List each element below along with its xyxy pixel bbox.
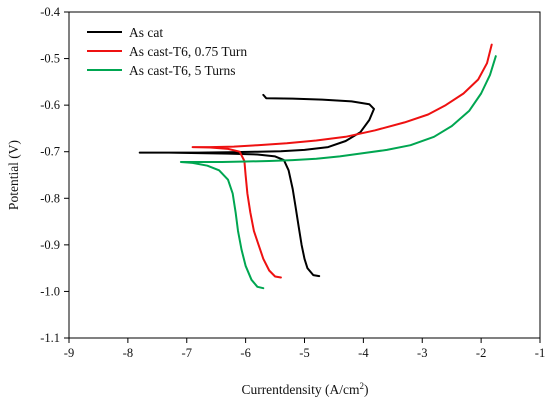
x-tick-label: -8 — [123, 346, 133, 360]
plot-border — [68, 11, 541, 339]
y-tick-label: -0.8 — [40, 191, 60, 205]
y-axis-title: Potential (V) — [6, 140, 21, 210]
legend-label-1: As cat — [129, 25, 163, 40]
axes: -9 -8 -7 -6 -5 -4 -3 -2 -1 -0.4 -0.5 -0.6 -0.7 -0.8 -0… — [40, 5, 545, 360]
y-tick-label: -0.5 — [40, 52, 60, 66]
legend-label-3: As cast-T6, 5 Turns — [129, 63, 236, 78]
x-tick-label: -6 — [240, 346, 250, 360]
x-axis-title: Currentdensity (A/cm2) — [241, 381, 368, 397]
y-tick-label: -0.4 — [40, 5, 61, 19]
x-tick-label: -1 — [535, 346, 545, 360]
x-axis-title-main: Currentdensity (A/cm — [241, 382, 360, 397]
series-line-1 — [138, 93, 375, 278]
data-series — [138, 43, 497, 290]
y-tick-label: -0.9 — [40, 238, 60, 252]
x-axis-title-suffix: ) — [364, 382, 369, 397]
y-tick-label: -1.1 — [40, 331, 60, 345]
x-tick-label: -7 — [182, 346, 192, 360]
x-tick-label: -3 — [417, 346, 427, 360]
legend: As cat As cast-T6, 0.75 Turn As cast-T6, 5… — [87, 25, 247, 78]
y-tick-label: -0.7 — [40, 145, 60, 159]
y-tick-label: -1.0 — [40, 284, 60, 298]
x-tick-label: -9 — [64, 346, 74, 360]
series-line-2 — [191, 43, 493, 279]
series-line-3 — [179, 55, 497, 290]
plot-area — [68, 11, 541, 339]
x-axis-title-superscript: 2 — [360, 381, 365, 391]
y-tick-label: -0.6 — [40, 98, 60, 112]
x-tick-label: -4 — [358, 346, 369, 360]
x-tick-label: -5 — [299, 346, 309, 360]
x-tick-label: -2 — [476, 346, 486, 360]
legend-label-2: As cast-T6, 0.75 Turn — [129, 44, 247, 59]
